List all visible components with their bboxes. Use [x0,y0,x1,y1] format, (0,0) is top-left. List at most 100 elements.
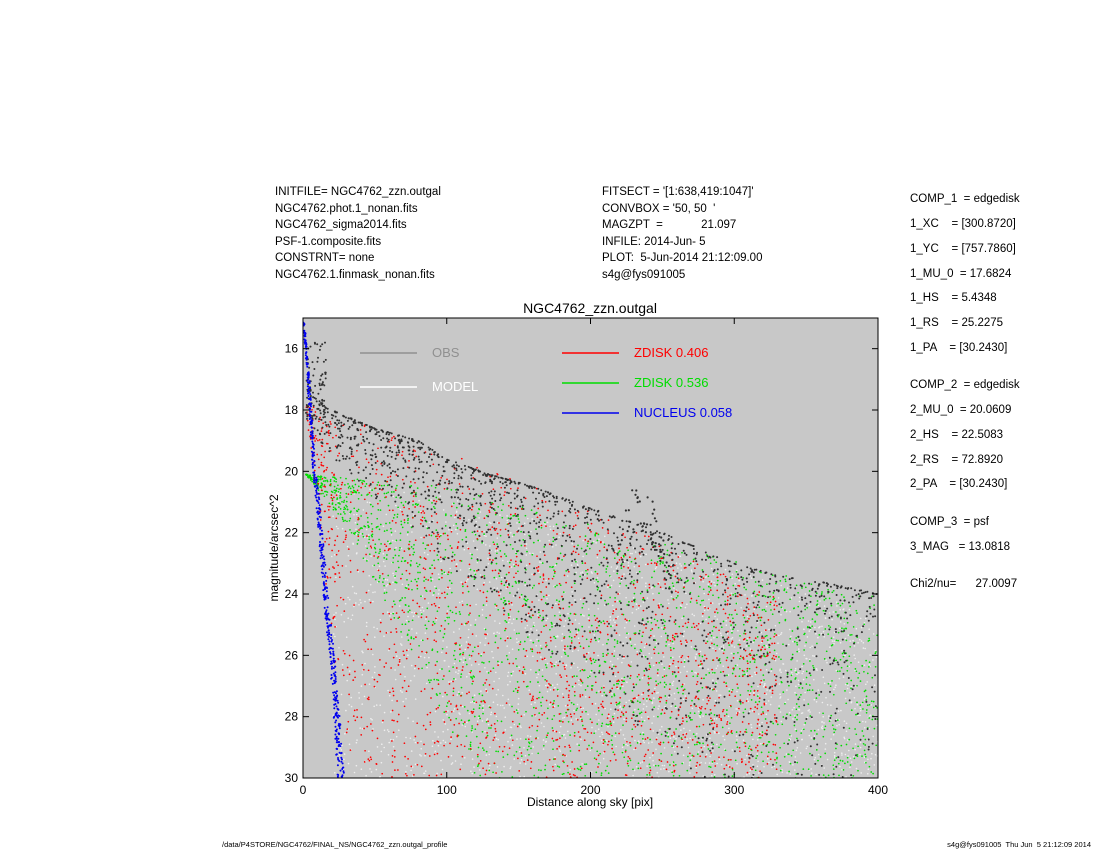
zdisk2-point [585,638,588,641]
zdisk1-point [318,420,320,423]
zdisk1-point [563,555,565,558]
model-point [859,746,862,749]
model-point [580,684,582,687]
zdisk1-point [771,642,773,645]
zdisk1-point [564,787,566,789]
model-point [424,770,427,772]
zdisk1-point [340,487,342,490]
model-point [481,720,484,722]
zdisk1-point [328,568,331,570]
zdisk1-point [319,416,321,419]
zdisk2-point [868,637,870,640]
zdisk1-point [328,434,330,437]
zdisk2-point [803,787,805,789]
zdisk1-point [634,697,636,699]
zdisk1-point [522,680,525,683]
model-point [658,705,660,707]
zdisk2-point [789,598,791,601]
model-point [554,645,557,648]
zdisk1-point [615,617,617,620]
zdisk2-point [827,588,829,591]
zdisk2-point [637,767,640,770]
zdisk1-point [734,675,737,678]
zdisk2-point [795,730,798,732]
model-point [359,727,362,729]
zdisk1-point [742,656,745,659]
model-point [341,527,344,530]
zdisk1-point [466,692,468,695]
model-point [350,705,353,708]
zdisk2-point [827,624,830,627]
zdisk2-point [569,750,572,752]
zdisk2-point [659,563,662,565]
model-point [854,657,856,660]
zdisk2-point [733,652,735,655]
model-point [613,608,615,611]
zdisk2-point [835,659,838,662]
zdisk1-point [483,651,485,654]
model-point [841,768,843,771]
model-point [610,584,613,587]
zdisk2-point [779,746,781,749]
zdisk2-point [598,563,601,566]
model-point [648,652,650,655]
zdisk1-point [398,658,401,661]
zdisk1-point [405,569,408,572]
zdisk2-point [394,575,396,577]
model-point [828,612,831,614]
model-point [661,725,663,728]
model-point [488,753,491,756]
zdisk1-point [716,576,719,579]
zdisk1-point [726,603,729,606]
zdisk2-point [408,540,411,543]
zdisk2-point [812,666,815,669]
zdisk1-point [769,601,772,604]
zdisk2-point [397,506,399,509]
model-point [839,642,842,644]
zdisk2-point [478,707,481,709]
zdisk1-point [725,659,728,662]
zdisk1-point [581,711,584,713]
zdisk1-point [767,619,770,621]
zdisk1-point [440,568,443,571]
model-point [855,627,858,630]
zdisk2-point [817,787,819,789]
zdisk2-point [730,716,733,719]
model-point [555,544,557,546]
zdisk2-point [631,689,634,692]
zdisk1-point [538,791,540,793]
zdisk1-point [718,696,720,699]
zdisk1-point [566,680,569,683]
zdisk1-point [645,790,647,792]
model-point [657,733,660,735]
zdisk1-point [524,544,526,547]
zdisk2-point [875,744,878,747]
zdisk1-point [775,752,778,754]
zdisk1-point [514,513,517,515]
param-line: 1_HS = 5.4348 [910,292,997,304]
model-point [399,690,402,692]
zdisk2-point [666,732,668,734]
zdisk1-point [396,700,398,702]
zdisk2-point [772,750,774,753]
zdisk2-point [416,504,419,507]
zdisk2-point [473,715,476,718]
zdisk1-point [653,648,655,651]
zdisk1-point [587,527,590,529]
zdisk2-point [353,490,356,492]
zdisk2-point [468,614,470,616]
zdisk2-point [398,549,401,552]
zdisk1-point [574,682,577,685]
zdisk2-point [862,742,865,745]
model-point [372,600,374,603]
model-point [531,752,533,755]
zdisk1-point [665,699,668,702]
model-point [817,728,820,731]
model-point [835,684,837,686]
zdisk1-point [744,649,747,652]
zdisk2-point [366,516,369,519]
model-point [447,710,449,712]
model-point [442,719,445,721]
zdisk2-point [434,507,436,510]
zdisk1-point [722,608,725,611]
